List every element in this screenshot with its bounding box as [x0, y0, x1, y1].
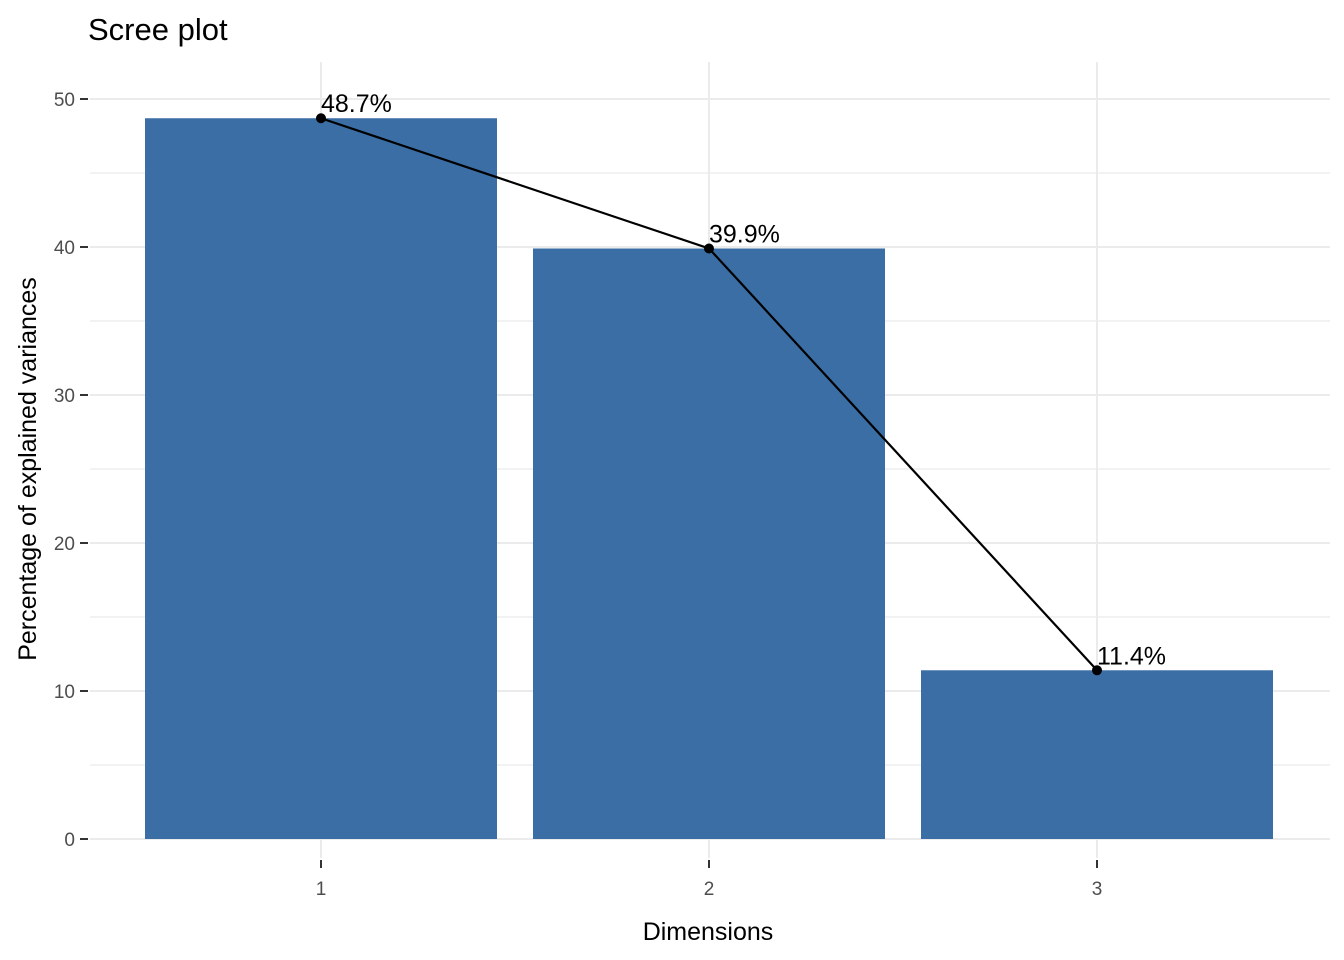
chart-title: Scree plot [88, 12, 228, 47]
data-label-1: 48.7% [321, 90, 392, 118]
bars [145, 118, 1273, 840]
data-point-2 [704, 243, 714, 254]
y-tick-label: 10 [54, 682, 75, 703]
y-tick-label: 20 [54, 534, 75, 555]
bar-dimension-2 [533, 248, 885, 840]
y-axis-title: Percentage of explained variances [14, 277, 42, 661]
y-axis: 0 10 20 30 40 50 [54, 90, 88, 851]
x-tick-label: 3 [1092, 879, 1103, 900]
y-tick-label: 50 [54, 90, 75, 111]
data-label-3: 11.4% [1097, 642, 1166, 670]
x-tick-label: 2 [704, 879, 715, 900]
data-labels: 48.7% 39.9% 11.4% [321, 90, 1166, 670]
bar-dimension-3 [921, 670, 1273, 839]
data-label-2: 39.9% [709, 220, 780, 248]
x-axis: 1 2 3 [316, 860, 1103, 900]
y-tick-label: 30 [54, 386, 75, 407]
x-tick-label: 1 [316, 879, 327, 900]
y-tick-label: 40 [54, 238, 75, 259]
x-axis-title: Dimensions [643, 918, 774, 946]
points [316, 113, 1102, 676]
y-tick-label: 0 [64, 830, 75, 851]
data-point-3 [1092, 665, 1102, 676]
data-point-1 [316, 113, 326, 124]
bar-dimension-1 [145, 118, 497, 840]
